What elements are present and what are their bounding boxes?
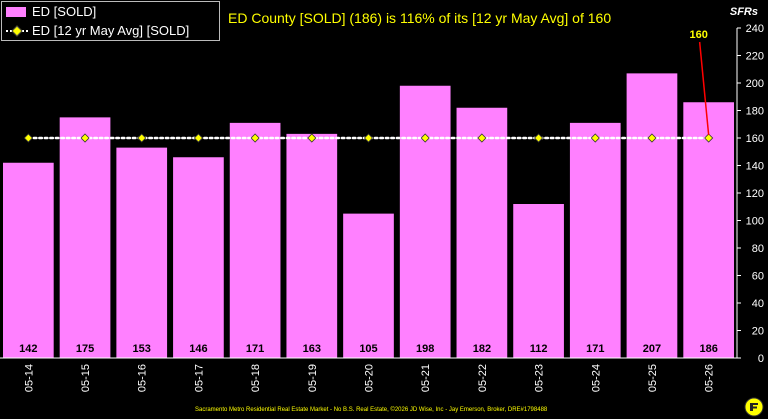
average-marker [704,133,714,143]
legend-line-label: ED [12 yr May Avg] [SOLD] [32,23,190,38]
y-tick-label: 140 [746,161,764,173]
x-tick-label: 05-21 [420,364,432,392]
bar-05-20 [343,213,394,358]
x-tick-label: 05-16 [137,364,149,392]
logo-icon [744,397,764,417]
legend-entry-line: ED [12 yr May Avg] [SOLD] [2,21,219,40]
bar-05-25 [626,73,678,358]
bar-value-label: 186 [699,343,717,355]
bar-value-label: 146 [189,343,207,355]
y-tick-label: 160 [746,133,764,145]
average-marker [363,133,374,143]
callout-line [698,41,710,136]
y-tick-label: 200 [746,78,764,90]
average-marker [420,133,430,143]
x-tick-label: 05-14 [23,364,35,392]
x-tick-label: 05-23 [534,364,546,392]
bar-05-26 [683,102,734,358]
y-tick-label: 40 [752,298,764,310]
bar-05-22 [456,107,508,358]
bar-value-label: 112 [530,343,548,355]
y-axis: 0 20 40 60 80 100 120 140 160 180 200 220 240 [736,23,764,365]
bar-value-label: 182 [473,343,491,355]
bar-05-23 [513,204,564,358]
bar-05-18 [229,122,281,358]
legend-entry-bar: ED [SOLD] [2,2,219,21]
average-line-group [23,133,714,143]
average-marker [534,133,544,143]
legend-bar-swatch [6,6,26,17]
average-marker [80,133,90,143]
y-tick-label: 220 [746,51,764,63]
x-tick-label: 05-15 [80,364,92,392]
y-tick-label: 20 [752,326,764,338]
y-tick-label: 100 [746,216,764,228]
y-axis-unit-label: SFRs [729,6,758,18]
legend-bar-label: ED [SOLD] [32,4,97,19]
x-axis: 05-14 05-15 05-16 05-17 05-18 05-19 05-20 05-21… [0,357,737,392]
bar-05-15 [59,117,111,358]
bar-value-label: 171 [586,343,604,355]
x-tick-label: 05-24 [590,364,602,392]
x-tick-label: 05-25 [647,364,659,392]
value-labels-group: 142 175 153 146 171 163 105 198 182 112 171 207 186 [19,343,718,355]
legend-line-swatch [6,26,28,36]
bar-value-label: 105 [359,343,377,355]
callout-group: 160 [689,29,710,136]
bars-group [3,73,734,358]
bar-value-label: 175 [76,343,94,355]
x-tick-label: 05-26 [704,364,716,392]
average-marker [590,133,600,143]
bar-05-19 [286,133,338,358]
chart-title: ED County [SOLD] (186) is 116% of its [1… [228,10,612,26]
bar-05-16 [116,147,168,358]
x-tick-label: 05-18 [250,364,262,392]
bar-value-label: 153 [133,343,151,355]
bar-05-24 [569,122,621,358]
bar-05-14 [3,162,54,358]
average-marker [307,133,317,143]
average-marker [193,133,203,143]
y-tick-label: 60 [752,271,764,283]
x-tick-label: 05-17 [193,364,205,392]
y-tick-label: 180 [746,106,764,118]
bar-value-label: 163 [303,343,321,355]
y-tick-label: 0 [758,353,764,365]
callout-label: 160 [689,29,707,41]
bar-value-label: 207 [643,343,661,355]
footer-credit: Sacramento Metro Residential Real Estate… [195,407,548,413]
average-marker [23,133,33,143]
legend: ED [SOLD] ED [12 yr May Avg] [SOLD] [1,1,220,41]
average-marker [250,133,260,143]
x-tick-label: 05-20 [364,364,376,392]
y-tick-label: 240 [746,23,764,35]
average-marker [477,133,487,143]
x-tick-label: 05-22 [477,364,489,392]
bar-value-label: 171 [246,343,264,355]
average-marker [137,133,147,143]
y-tick-label: 80 [752,243,764,255]
bar-05-17 [173,157,224,358]
bar-value-label: 198 [416,343,434,355]
y-tick-label: 120 [746,188,764,200]
bar-value-label: 142 [19,343,37,355]
x-tick-label: 05-19 [307,364,319,392]
average-marker [647,133,657,143]
bar-05-21 [399,85,451,358]
